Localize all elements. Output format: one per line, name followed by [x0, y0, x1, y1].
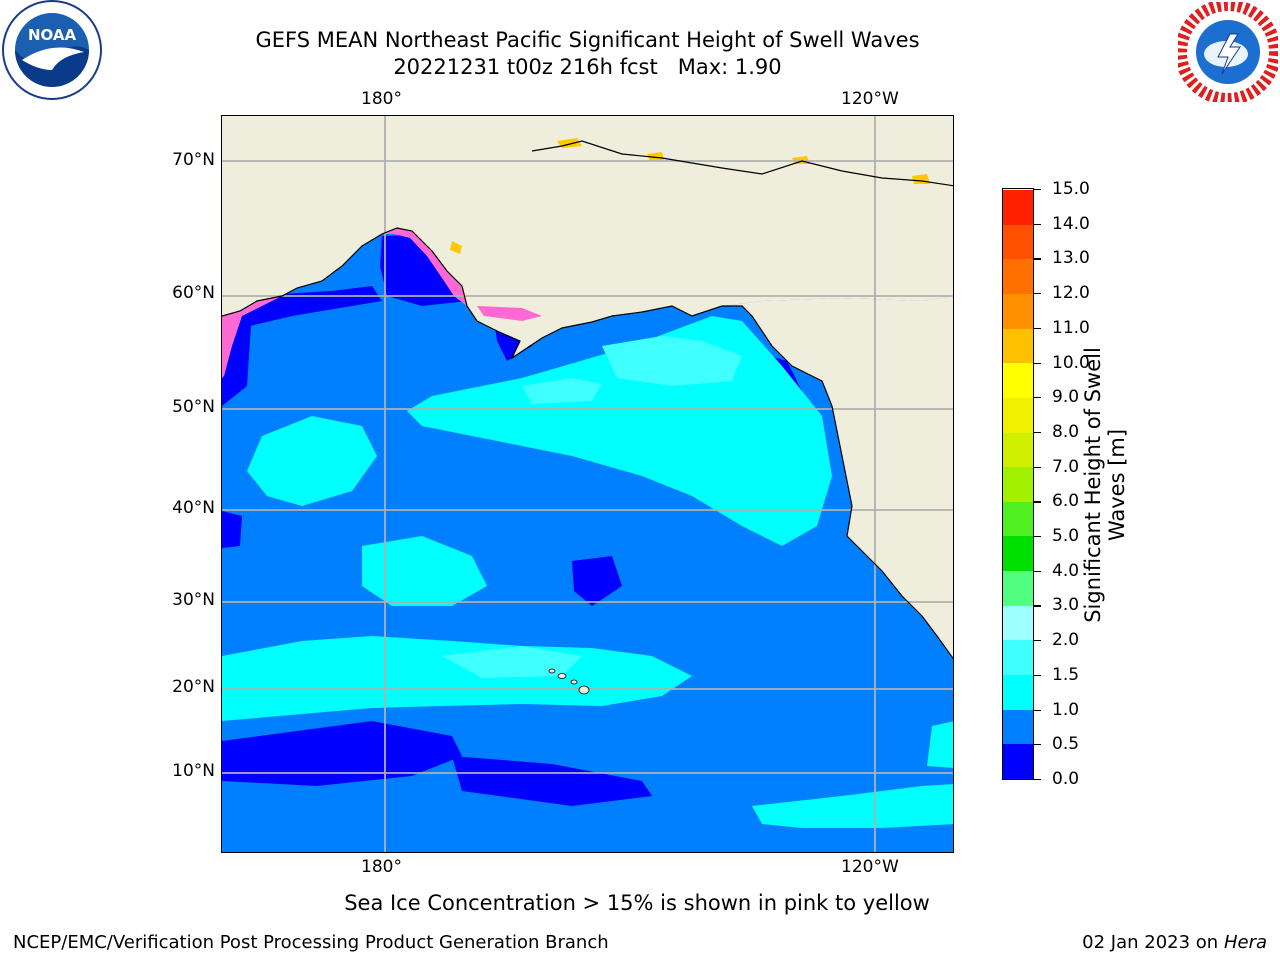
colorbar-tick-mark [1034, 605, 1041, 607]
colorbar-tick-label: 12.0 [1052, 283, 1090, 304]
colorbar-tick-mark [1034, 779, 1041, 781]
graticule [222, 116, 953, 852]
colorbar-segment [1003, 570, 1033, 606]
nws-logo [1175, 0, 1280, 105]
colorbar-tick-label: 6.0 [1052, 491, 1080, 512]
colorbar-segment [1003, 362, 1033, 398]
colorbar-tick-mark [1034, 674, 1041, 677]
lat-label-50n: 50°N [172, 397, 215, 417]
colorbar-tick-mark [1034, 640, 1041, 642]
colorbar-tick-mark [1034, 327, 1041, 329]
lon-label-top-180: 180° [361, 89, 402, 109]
colorbar-tick-mark [1034, 293, 1041, 295]
colorbar-tick-mark [1034, 431, 1041, 434]
chart-title-line1: GEFS MEAN Northeast Pacific Significant … [255, 28, 920, 52]
colorbar-segment [1003, 224, 1033, 260]
land [222, 116, 953, 659]
colorbar-segment [1003, 535, 1033, 572]
colorbar-segment [1003, 605, 1033, 641]
colorbar-tick-mark [1034, 709, 1041, 711]
colorbar-tick-label: 11.0 [1052, 317, 1090, 338]
colorbar-segment [1003, 432, 1033, 468]
hawaii-islands [548, 668, 590, 695]
colorbar-segment [1003, 397, 1033, 433]
colorbar-segment [1003, 293, 1033, 329]
colorbar-tick-label: 1.0 [1052, 699, 1080, 720]
colorbar-tick-label: 13.0 [1052, 248, 1090, 269]
lon-label-top-120w: 120°W [841, 89, 899, 109]
colorbar-tick-label: 8.0 [1052, 421, 1080, 442]
colorbar-label-line1: Significant Height of Swell [1081, 347, 1105, 623]
svg-text:NOAA: NOAA [28, 26, 77, 44]
colorbar-tick-mark [1034, 536, 1041, 538]
colorbar-segment [1003, 639, 1033, 676]
lat-label-40n: 40°N [172, 498, 215, 518]
footer-left: NCEP/EMC/Verification Post Processing Pr… [13, 932, 609, 953]
colorbar-tick-mark [1034, 258, 1041, 260]
colorbar-tick-label: 2.0 [1052, 630, 1080, 651]
footer-right: 02 Jan 2023 on Hera [1082, 932, 1267, 953]
footer-host: Hera [1223, 932, 1267, 953]
colorbar-tick-label: 4.0 [1052, 560, 1080, 581]
colorbar-segment [1003, 189, 1033, 225]
colorbar-segment [1003, 743, 1033, 779]
colorbar-tick-mark [1034, 570, 1041, 572]
colorbar-tick-mark [1034, 362, 1041, 364]
swell-higher-regions [442, 336, 742, 678]
colorbar-tick-label: 15.0 [1052, 179, 1090, 199]
colorbar-tick-label: 0.5 [1052, 734, 1080, 755]
lat-label-70n: 70°N [172, 150, 215, 170]
colorbar-label-line2: Waves [m] [1105, 428, 1129, 542]
lon-label-bottom-120w: 120°W [841, 857, 899, 877]
noaa-logo: NOAA [0, 0, 104, 100]
lat-label-20n: 20°N [172, 677, 215, 697]
colorbar-segment [1003, 258, 1033, 294]
chart-title-line2: 20221231 t00z 216h fcst Max: 1.90 [393, 55, 782, 79]
colorbar-tick-label: 5.0 [1052, 526, 1080, 547]
colorbar-label: Significant Height of Swell Waves [m] [1080, 335, 1130, 635]
map-canvas [222, 116, 953, 852]
colorbar-tick-label: 10.0 [1052, 352, 1090, 373]
colorbar-tick-label: 14.0 [1052, 213, 1090, 234]
colorbar-segment [1003, 674, 1033, 710]
colorbar-tick-mark [1034, 189, 1041, 191]
colorbar [1002, 188, 1034, 780]
colorbar-tick-label: 1.5 [1052, 664, 1080, 685]
lat-label-60n: 60°N [172, 283, 215, 303]
colorbar-tick-mark [1034, 744, 1041, 746]
colorbar-tick-mark [1034, 223, 1041, 225]
colorbar-segment [1003, 709, 1033, 745]
colorbar-segment [1003, 328, 1033, 364]
footer-date: 02 Jan 2023 on [1082, 932, 1224, 953]
colorbar-tick-mark [1034, 466, 1041, 468]
colorbar-tick-label: 7.0 [1052, 456, 1080, 477]
sea-ice-note: Sea Ice Concentration > 15% is shown in … [344, 891, 930, 915]
lat-label-10n: 10°N [172, 761, 215, 781]
colorbar-tick-mark [1034, 501, 1041, 503]
colorbar-segment [1003, 466, 1033, 502]
colorbar-tick-label: 0.0 [1052, 769, 1080, 789]
colorbar-tick-label: 9.0 [1052, 387, 1080, 408]
colorbar-tick-label: 3.0 [1052, 595, 1080, 616]
swell-height-map [221, 115, 954, 853]
lat-label-30n: 30°N [172, 590, 215, 610]
colorbar-tick-mark [1034, 397, 1041, 399]
colorbar-segment [1003, 501, 1033, 537]
coastlines [222, 140, 953, 660]
lon-label-bottom-180: 180° [361, 857, 402, 877]
